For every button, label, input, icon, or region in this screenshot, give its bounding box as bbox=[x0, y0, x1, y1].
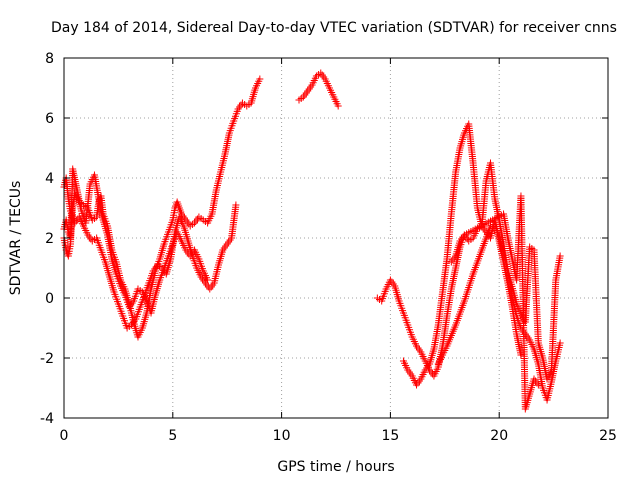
x-tick-label: 0 bbox=[60, 428, 69, 444]
chart-title: Day 184 of 2014, Sidereal Day-to-day VTE… bbox=[51, 20, 617, 36]
data-point bbox=[534, 381, 542, 389]
y-tick-label: 6 bbox=[45, 111, 54, 127]
y-tick-label: 0 bbox=[45, 291, 54, 307]
data-point bbox=[232, 201, 240, 209]
data-point bbox=[204, 276, 212, 284]
x-tick-labels: 0 5 10 15 20 25 bbox=[60, 428, 617, 444]
x-tick-label: 10 bbox=[273, 428, 291, 444]
x-tick-label: 15 bbox=[381, 428, 399, 444]
y-axis-label: SDTVAR / TECUs bbox=[8, 181, 24, 296]
x-tick-label: 5 bbox=[168, 428, 177, 444]
y-tick-labels: -4 -2 0 2 4 6 8 bbox=[40, 51, 54, 427]
y-tick-label: 4 bbox=[45, 171, 54, 187]
x-axis-label: GPS time / hours bbox=[277, 459, 394, 475]
y-tick-label: 2 bbox=[45, 231, 54, 247]
grid-lines bbox=[64, 58, 608, 418]
y-tick-label: -4 bbox=[40, 411, 54, 427]
axis-ticks bbox=[63, 57, 609, 419]
data-point bbox=[256, 75, 264, 83]
x-tick-label: 25 bbox=[599, 428, 617, 444]
data-point bbox=[556, 339, 564, 347]
data-point bbox=[556, 252, 564, 260]
y-tick-label: -2 bbox=[40, 351, 54, 367]
data-points bbox=[60, 69, 564, 413]
data-point bbox=[517, 351, 525, 359]
x-tick-label: 20 bbox=[490, 428, 508, 444]
y-tick-label: 8 bbox=[45, 51, 54, 67]
data-point bbox=[334, 102, 342, 110]
